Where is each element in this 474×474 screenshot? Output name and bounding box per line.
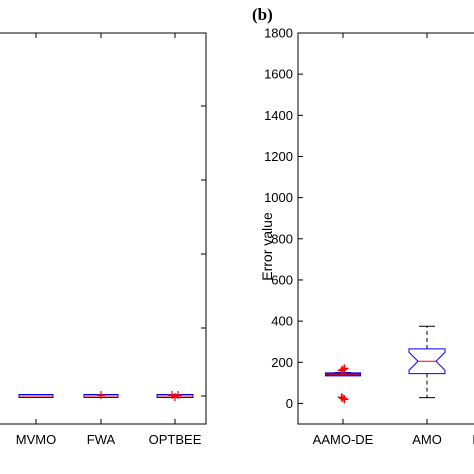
right-x-tick-label: AAMO-DE	[313, 432, 374, 447]
left-outlier	[97, 391, 105, 399]
right-plot-frame	[297, 32, 474, 425]
left-outlier	[174, 391, 182, 399]
right-y-tick-label: 400	[271, 314, 293, 329]
left-chart-panel: MVMO FWA OPTBEE	[0, 32, 207, 447]
right-y-tick-label: 200	[271, 355, 293, 370]
panel-label: (b)	[252, 5, 273, 24]
outlier-marker	[339, 365, 347, 374]
right-y-tick-label: 800	[271, 231, 293, 246]
y-axis-title: Error value	[259, 212, 275, 281]
outlier-marker	[340, 395, 349, 404]
left-x-tick-label: MVMO	[16, 432, 56, 447]
right-y-tick-label: 1200	[264, 149, 293, 164]
right-y-tick-label: 0	[286, 396, 293, 411]
right-x-tick-label: L	[472, 432, 474, 447]
outlier-marker	[339, 394, 347, 403]
right-y-tick-label: 1600	[264, 67, 293, 82]
right-y-tick-label: 1000	[264, 190, 293, 205]
left-plot-frame	[0, 32, 207, 425]
right-y-tick-label: 1400	[264, 108, 293, 123]
left-x-tick-label: OPTBEE	[149, 432, 202, 447]
right-x-tick-label: AMO	[412, 432, 442, 447]
left-x-tick-label: FWA	[87, 432, 116, 447]
right-y-tick-label: 600	[271, 272, 293, 287]
outlier-marker	[340, 364, 349, 373]
right-y-tick-label: 1800	[264, 26, 293, 41]
right-chart-panel: (b) 0 200 400 600 800 1000 1200 1400 1600 1800 Erro…	[252, 5, 474, 447]
